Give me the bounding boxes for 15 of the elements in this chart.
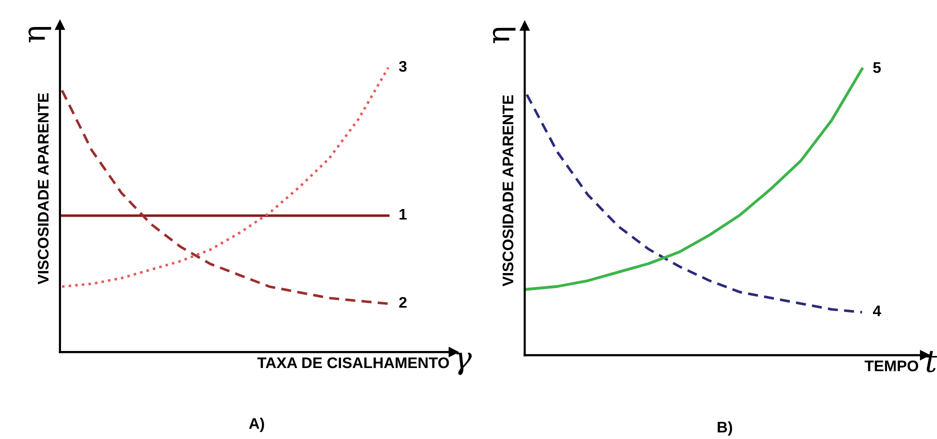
series-label: 1: [400, 209, 407, 220]
series-label: 2: [399, 297, 407, 308]
text: γ: [456, 352, 472, 375]
text: η: [28, 26, 52, 42]
y-axis-title: VISCOSIDADE APARENTE: [502, 95, 514, 286]
series-label: 4: [872, 306, 882, 316]
text: B): [718, 421, 732, 436]
text: A): [249, 418, 264, 432]
y-axis-title: VISCOSIDADE APARENTE: [38, 93, 49, 284]
series-label: 3: [398, 60, 407, 72]
x-axis-title: TAXA DE CISALHAMENTO: [257, 357, 449, 368]
text: t: [926, 351, 937, 372]
series-label: 5: [873, 62, 881, 73]
x-axis-title: TEMPO: [864, 360, 918, 372]
text: η: [492, 28, 516, 44]
